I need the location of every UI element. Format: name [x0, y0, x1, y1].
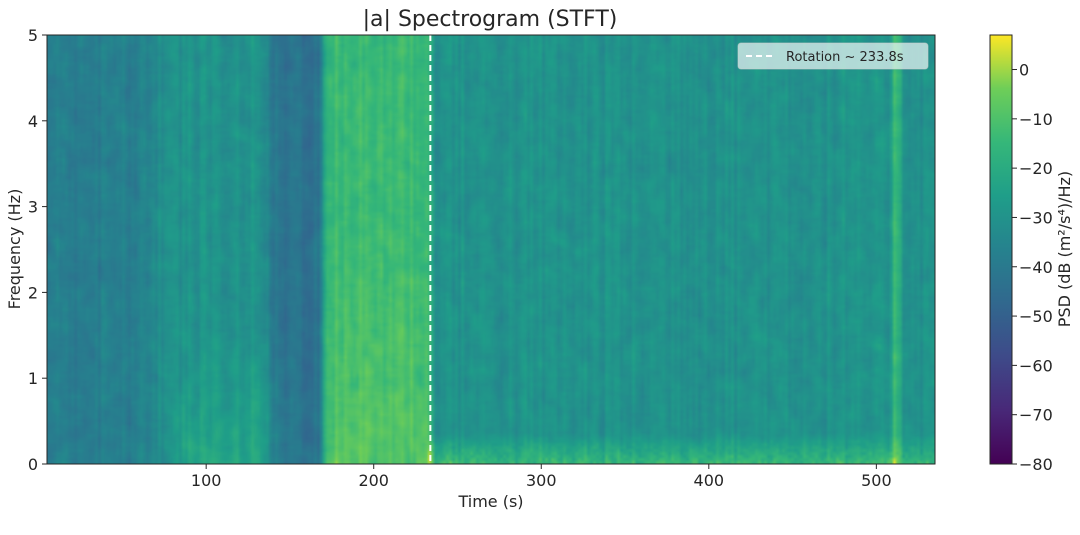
colorbar-tick-label: −30: [1019, 208, 1053, 227]
spectrogram-heatmap: [47, 35, 935, 464]
colorbar-tick-label: 0: [1019, 61, 1029, 80]
colorbar-label: PSD (dB (m²/s⁴)/Hz): [1055, 171, 1074, 327]
y-axis-label: Frequency (Hz): [5, 189, 24, 310]
x-tick-label: 300: [526, 471, 557, 490]
x-tick-label: 500: [861, 471, 892, 490]
x-tick-label: 200: [358, 471, 389, 490]
legend-entry-rotation: Rotation ~ 233.8s: [786, 50, 904, 65]
y-tick-label: 1: [28, 369, 38, 388]
legend-box: [737, 42, 929, 70]
x-axis-ticks: 100 200 300 400 500: [191, 464, 892, 490]
y-tick-label: 3: [28, 198, 38, 217]
colorbar-gradient: [989, 34, 1013, 465]
x-tick-label: 100: [191, 471, 222, 490]
y-tick-label: 0: [28, 455, 38, 474]
y-axis-ticks: 0 1 2 3 4 5: [28, 26, 47, 474]
x-tick-label: 400: [694, 471, 725, 490]
y-tick-label: 5: [28, 26, 38, 45]
colorbar-tick-label: −80: [1019, 455, 1053, 474]
y-tick-label: 4: [28, 112, 38, 131]
y-tick-label: 2: [28, 283, 38, 302]
colorbar-tick-label: −60: [1019, 356, 1053, 375]
x-axis-label: Time (s): [457, 492, 523, 511]
colorbar-tick-label: −20: [1019, 159, 1053, 178]
plot-area: [46, 34, 936, 465]
legend: Rotation ~ 233.8s: [737, 42, 929, 70]
colorbar-tick-label: −70: [1019, 406, 1053, 425]
colorbar-tick-label: −40: [1019, 258, 1053, 277]
colorbar: 0 −10 −20 −30 −40 −50 −60 −70 −80 PSD (dB (m²/s⁴…: [989, 34, 1074, 474]
colorbar-tick-label: −50: [1019, 307, 1053, 326]
plot-frame: [46, 34, 936, 465]
chart-title: |a| Spectrogram (STFT): [363, 7, 618, 32]
colorbar-ticks: 0 −10 −20 −30 −40 −50 −60 −70 −80: [1012, 61, 1053, 474]
colorbar-tick-label: −10: [1019, 110, 1053, 129]
